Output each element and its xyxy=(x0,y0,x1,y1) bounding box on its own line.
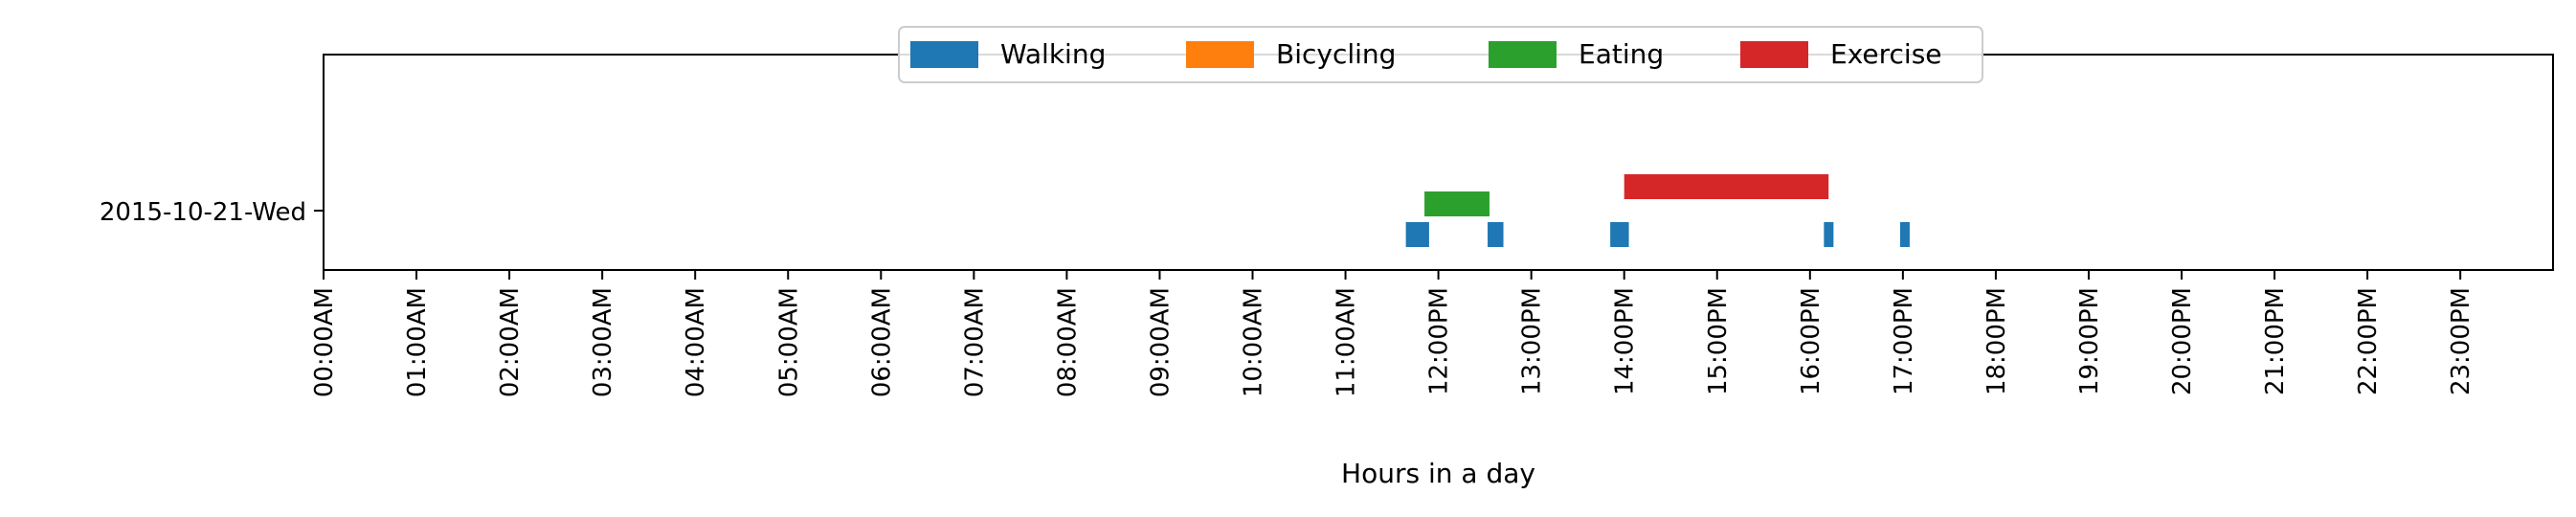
x-tick-label: 02:00AM xyxy=(496,287,525,397)
x-tick-label: 05:00AM xyxy=(774,287,803,397)
x-tick-label: 14:00PM xyxy=(1611,287,1640,395)
x-tick-label: 04:00AM xyxy=(682,287,710,397)
legend-label-walking: Walking xyxy=(1000,38,1106,70)
bar-walking-2 xyxy=(1610,222,1629,247)
bar-walking-1 xyxy=(1488,222,1504,247)
legend-label-exercise: Exercise xyxy=(1830,38,1942,70)
x-tick-label: 06:00AM xyxy=(867,287,896,397)
plot-frame xyxy=(323,54,2554,271)
bar-exercise-0 xyxy=(1624,174,1829,199)
bar-walking-0 xyxy=(1405,222,1429,247)
x-axis: 00:00AM 01:00AM 02:00AM 03:00AM 04:00AM 05:00… xyxy=(310,270,2475,397)
legend-swatch-eating xyxy=(1489,41,1557,68)
legend-swatch-walking xyxy=(910,41,978,68)
x-tick-label: 23:00PM xyxy=(2447,287,2475,395)
x-tick-label: 12:00PM xyxy=(1425,287,1454,395)
bar-walking-3 xyxy=(1824,222,1834,247)
x-tick-label: 03:00AM xyxy=(589,287,617,397)
legend-box xyxy=(898,26,1983,83)
x-tick-label: 10:00AM xyxy=(1240,287,1268,397)
x-tick-label: 11:00AM xyxy=(1333,287,1361,397)
x-tick-label: 13:00PM xyxy=(1518,287,1547,395)
x-tick-label: 21:00PM xyxy=(2261,287,2290,395)
x-tick-label: 20:00PM xyxy=(2168,287,2197,395)
x-tick-label: 08:00AM xyxy=(1053,287,1082,397)
x-tick-label: 22:00PM xyxy=(2354,287,2383,395)
x-axis-label: Hours in a day xyxy=(1341,458,1535,489)
y-axis: 2015-10-21-Wed xyxy=(100,198,324,227)
legend-label-eating: Eating xyxy=(1579,38,1664,70)
legend-label-bicycling: Bicycling xyxy=(1276,38,1396,70)
bar-eating-0 xyxy=(1424,191,1490,216)
legend: Walking Bicycling Eating Exercise xyxy=(898,26,1983,83)
x-tick-label: 19:00PM xyxy=(2075,287,2104,395)
x-tick-label: 01:00AM xyxy=(403,287,432,397)
x-tick-label: 17:00PM xyxy=(1890,287,1918,395)
y-tick-label: 2015-10-21-Wed xyxy=(100,198,306,227)
x-tick-label: 18:00PM xyxy=(1982,287,2011,395)
x-tick-label: 16:00PM xyxy=(1797,287,1826,395)
x-tick-label: 15:00PM xyxy=(1704,287,1733,395)
legend-swatch-exercise xyxy=(1740,41,1808,68)
plot-marks xyxy=(1405,174,1910,247)
x-tick-label: 00:00AM xyxy=(310,287,339,397)
x-tick-label: 07:00AM xyxy=(960,287,989,397)
x-tick-label: 09:00AM xyxy=(1146,287,1175,397)
legend-swatch-bicycling xyxy=(1186,41,1254,68)
bar-walking-4 xyxy=(1899,222,1910,247)
